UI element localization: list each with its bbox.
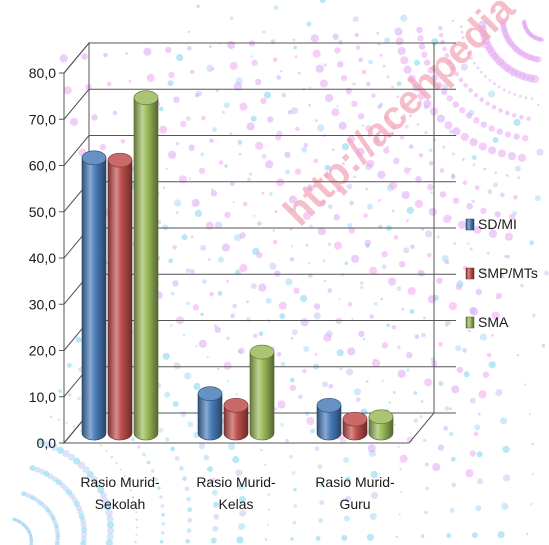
y-tick-label: 80,0 xyxy=(29,65,56,81)
bar-sdmi xyxy=(81,150,107,441)
bar-top xyxy=(223,397,249,413)
legend-label: SMP/MTs xyxy=(478,265,538,281)
y-tick-label: 10,0 xyxy=(29,389,56,405)
y-tick-label: 30,0 xyxy=(29,296,56,312)
legend-entry: SD/MI xyxy=(465,216,517,232)
bar-top xyxy=(133,90,159,105)
gridline xyxy=(63,42,456,74)
bar-top xyxy=(197,386,223,401)
y-tick-label: 50,0 xyxy=(29,204,56,220)
legend-entry: SMA xyxy=(465,314,509,330)
bar-smpmts xyxy=(342,411,368,441)
bars xyxy=(81,90,394,441)
category-labels: Rasio Murid-Sekolah Rasio Murid-Kelas Rasi… xyxy=(80,474,395,512)
bar-sma xyxy=(133,90,159,441)
legend-swatch xyxy=(465,267,475,280)
y-tick-label: 20,0 xyxy=(29,343,56,359)
bar-top xyxy=(368,409,394,425)
bar-body xyxy=(316,404,342,441)
bar-body xyxy=(133,97,159,441)
bar-sma xyxy=(368,409,394,441)
bar-smpmts xyxy=(223,397,249,441)
x-tick-label: Rasio Murid-Sekolah xyxy=(80,474,160,512)
bar-body xyxy=(107,159,133,441)
legend-swatch xyxy=(465,218,475,231)
bar-top xyxy=(342,411,368,427)
bar-smpmts xyxy=(107,152,133,441)
x-tick-label: Rasio Murid-Guru xyxy=(315,474,395,512)
legend: SD/MI SMP/MTs SMA xyxy=(465,216,538,330)
bar-body xyxy=(81,157,107,441)
bar-top xyxy=(316,397,342,413)
y-tick-label: 60,0 xyxy=(29,158,56,174)
bar-sdmi xyxy=(316,397,342,441)
bar-top xyxy=(107,152,133,168)
bar-sdmi xyxy=(197,386,223,441)
bar-body xyxy=(223,404,249,441)
y-tick-label: 40,0 xyxy=(29,250,56,266)
x-tick-label: Rasio Murid-Kelas xyxy=(196,474,276,512)
bar-body xyxy=(197,393,223,441)
legend-entry: SMP/MTs xyxy=(465,265,538,281)
y-tick-label: 70,0 xyxy=(29,111,56,127)
legend-swatch xyxy=(465,316,475,329)
bar-body xyxy=(249,351,275,441)
gridline xyxy=(63,135,456,166)
legend-label: SMA xyxy=(478,314,509,330)
bar-top xyxy=(249,344,275,360)
bar-top xyxy=(81,150,107,166)
bar-sma xyxy=(249,344,275,441)
legend-label: SD/MI xyxy=(478,216,517,232)
y-tick-label: 0,0 xyxy=(37,435,57,451)
gridline xyxy=(63,88,456,120)
